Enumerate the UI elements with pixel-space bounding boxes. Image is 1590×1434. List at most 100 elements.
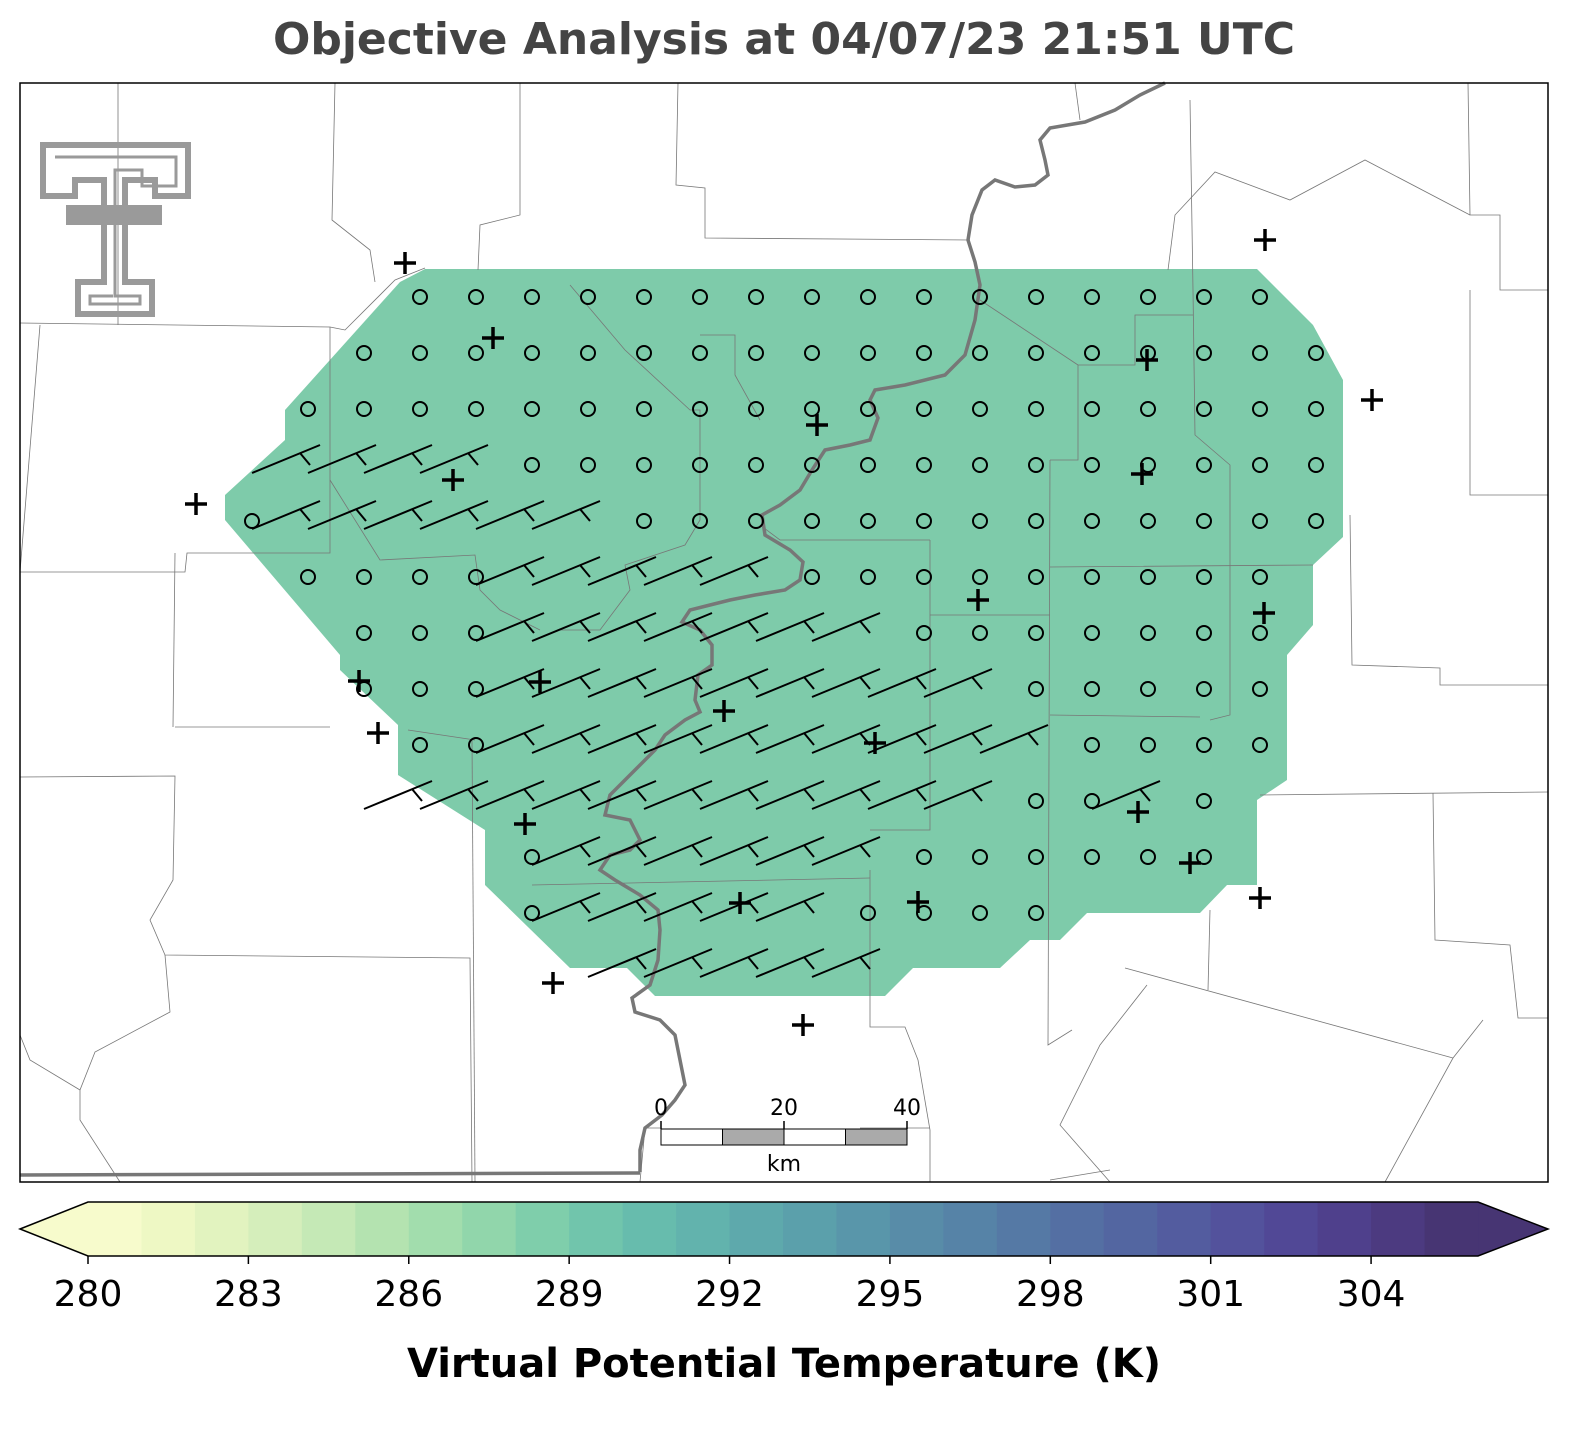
county-lines (19, 82, 1549, 1183)
colorbar-bin (515, 1202, 570, 1256)
calm-station (860, 513, 876, 529)
calm-station (1084, 849, 1100, 865)
calm-station (972, 513, 988, 529)
calm-station (1084, 345, 1100, 361)
colorbar-bin (783, 1202, 838, 1256)
scale-bar-segment (660, 1128, 723, 1146)
calm-station (1028, 289, 1044, 305)
map-frame (19, 82, 1549, 1183)
wind-barb-flag (859, 844, 871, 858)
wind-barb-flag (691, 676, 703, 690)
wind-barb-flag (747, 788, 759, 802)
wind-barb-flag (579, 900, 591, 914)
calm-station (860, 905, 876, 921)
wind-barb-flag (635, 844, 647, 858)
calm-station (972, 289, 988, 305)
wind-barb-flag (971, 788, 983, 802)
colorbar-bin (1424, 1202, 1479, 1256)
wind-barb-flag (747, 732, 759, 746)
calm-station (412, 625, 428, 641)
calm-station (692, 401, 708, 417)
wind-barb (363, 780, 433, 810)
colorbar-bin (194, 1202, 249, 1256)
map-area: 0 20 40 km (19, 81, 1549, 1183)
wind-barb-flag (747, 956, 759, 970)
calm-station (692, 345, 708, 361)
colorbar-tick-label: 301 (1176, 1274, 1245, 1315)
calm-station (916, 849, 932, 865)
colorbar-bin (1371, 1202, 1426, 1256)
wind-barb (643, 892, 713, 922)
station-marker (394, 252, 416, 274)
wind-barb-flag (859, 788, 871, 802)
wind-barb (755, 780, 825, 810)
wind-barb (419, 500, 489, 530)
wind-barb (251, 500, 321, 530)
calm-station (748, 513, 764, 529)
calm-station (412, 681, 428, 697)
calm-station (524, 401, 540, 417)
calm-station (804, 457, 820, 473)
calm-station (1252, 345, 1268, 361)
calm-station (524, 345, 540, 361)
colorbar-bin (836, 1202, 891, 1256)
station-marker (729, 892, 751, 914)
calm-station (1252, 289, 1268, 305)
wind-barb (643, 948, 713, 978)
wind-barb-flag (523, 620, 535, 634)
wind-barb (475, 612, 545, 642)
wind-barb (531, 836, 601, 866)
scale-bar-unit: km (767, 1152, 801, 1177)
colorbar: 280 283 286 289 292 295 298 301 304 (17, 1201, 1551, 1315)
wind-barb (531, 892, 601, 922)
wind-barb-flag (803, 620, 815, 634)
calm-station (412, 401, 428, 417)
calm-station (804, 513, 820, 529)
scale-bar: 0 20 40 km (654, 1096, 921, 1177)
wind-barb (755, 724, 825, 754)
wind-barb-flag (635, 620, 647, 634)
calm-station (860, 345, 876, 361)
wind-barb-flag (915, 676, 927, 690)
station-marker (348, 670, 370, 692)
calm-station (524, 457, 540, 473)
calm-station (1028, 513, 1044, 529)
calm-station (972, 457, 988, 473)
wind-barb (755, 612, 825, 642)
colorbar-tick-label: 292 (695, 1274, 764, 1315)
wind-barb-flag (523, 508, 535, 522)
calm-station (1308, 513, 1324, 529)
wind-barb-flag (691, 732, 703, 746)
wind-barb (643, 556, 713, 586)
wind-barb-flag (747, 676, 759, 690)
wind-barb (531, 612, 601, 642)
calm-station (1028, 457, 1044, 473)
wind-barb-flag (355, 452, 367, 466)
colorbar-bin (889, 1202, 944, 1256)
calm-station (1028, 569, 1044, 585)
colorbar-tick-label: 298 (1016, 1274, 1085, 1315)
wind-barb-flag (579, 564, 591, 578)
wind-barb (811, 780, 881, 810)
calm-station (1196, 401, 1212, 417)
calm-station (636, 345, 652, 361)
wind-barb-flag (691, 844, 703, 858)
wind-barb-flag (635, 788, 647, 802)
calm-station (1140, 569, 1156, 585)
calm-station (1140, 513, 1156, 529)
wind-barb (531, 780, 601, 810)
colorbar-tick-label: 295 (856, 1274, 925, 1315)
wind-barb-flag (747, 620, 759, 634)
wind-barb (699, 556, 769, 586)
wind-barb (699, 780, 769, 810)
wind-barb-flag (859, 620, 871, 634)
wind-barb (475, 556, 545, 586)
wind-barb-flag (635, 732, 647, 746)
wind-barb-flag (635, 900, 647, 914)
wind-barb (699, 724, 769, 754)
calm-station (356, 569, 372, 585)
wind-barb (699, 948, 769, 978)
calm-station (860, 569, 876, 585)
wind-barb-flag (635, 564, 647, 578)
wind-barb-flag (691, 900, 703, 914)
